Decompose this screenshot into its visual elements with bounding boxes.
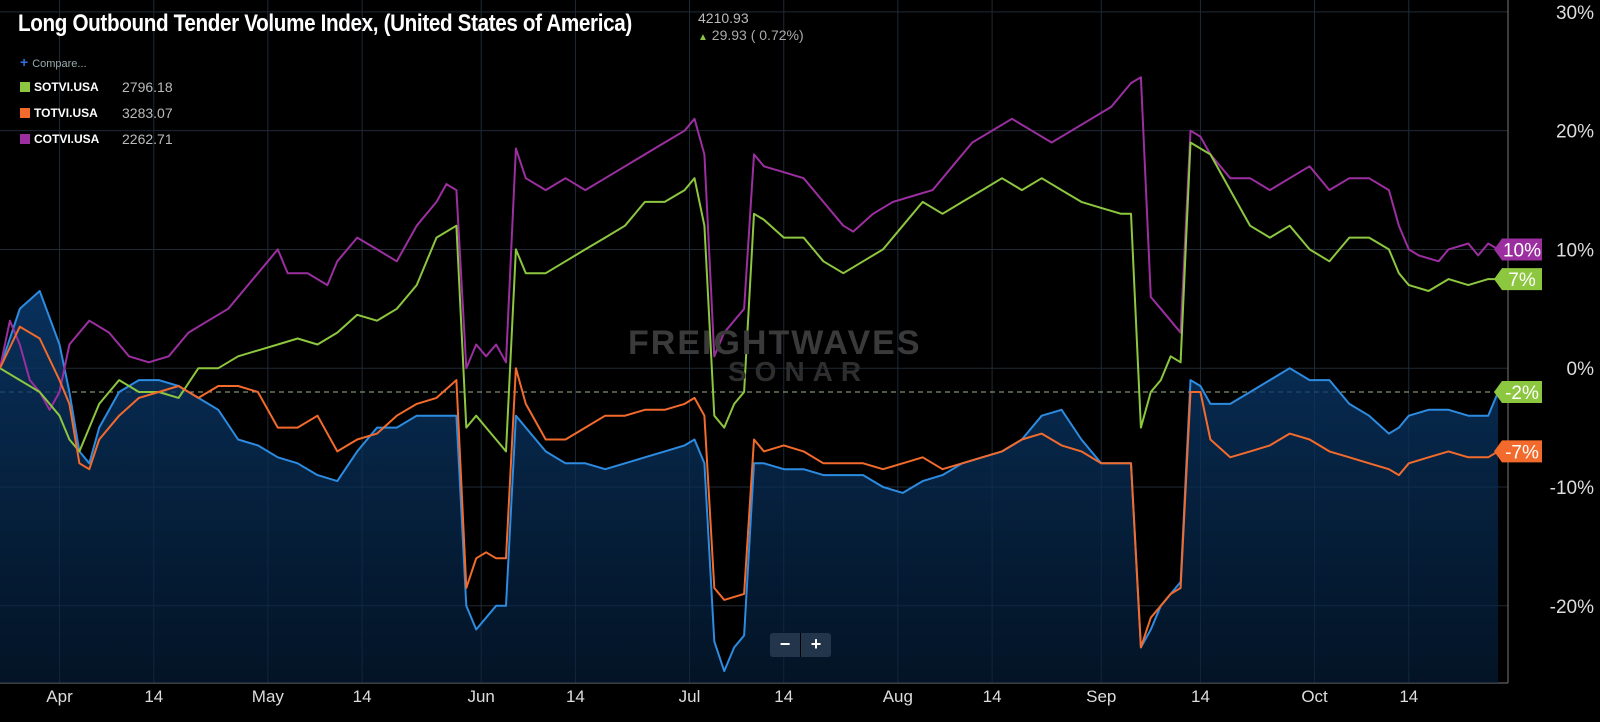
- legend-item-cotvi[interactable]: COTVI.USA 2262.71: [20, 126, 173, 152]
- end-badges: 10% 7% -2% -7%: [1494, 238, 1542, 463]
- y-tick-label: 30%: [1556, 3, 1594, 24]
- legend-name: SOTVI.USA: [34, 80, 99, 94]
- end-badge: [1494, 380, 1542, 403]
- legend: + Compare... SOTVI.USA 2796.18 TOTVI.USA …: [20, 54, 173, 152]
- zoom-in-button[interactable]: +: [800, 633, 831, 657]
- series-lines: [0, 76, 1500, 673]
- chart-title: Long Outbound Tender Volume Index, (Unit…: [18, 10, 632, 37]
- y-tick-label: -10%: [1550, 478, 1594, 499]
- end-badge-label: -7%: [1505, 442, 1539, 463]
- legend-value: 3283.07: [122, 105, 173, 121]
- end-badge-label: -2%: [1505, 383, 1539, 404]
- price-change: 29.93 ( 0.72%): [711, 27, 804, 43]
- series-line: [0, 290, 1500, 673]
- y-tick-label: -20%: [1550, 597, 1594, 618]
- x-tick-label: May: [252, 687, 285, 706]
- x-tick-label: Sep: [1086, 687, 1116, 706]
- x-tick-label: Apr: [46, 687, 73, 706]
- end-badge-label: 10%: [1503, 240, 1541, 261]
- compare-label: Compare...: [32, 58, 87, 70]
- legend-swatch: [20, 134, 30, 144]
- x-tick-label: 14: [1399, 687, 1418, 706]
- zoom-controls: − +: [770, 633, 831, 657]
- legend-value: 2796.18: [122, 79, 173, 95]
- legend-swatch: [20, 108, 30, 118]
- x-tick-label: 14: [353, 687, 372, 706]
- x-tick-label: Oct: [1301, 687, 1328, 706]
- x-tick-label: 14: [144, 687, 163, 706]
- compare-button[interactable]: + Compare...: [20, 54, 173, 70]
- x-tick-label: Aug: [883, 687, 913, 706]
- x-tick-label: Jul: [679, 687, 701, 706]
- y-tick-label: 0%: [1567, 359, 1595, 380]
- x-tick-label: 14: [983, 687, 1002, 706]
- x-tick-label: 14: [566, 687, 585, 706]
- legend-value: 2262.71: [122, 131, 173, 147]
- legend-item-totvi[interactable]: TOTVI.USA 3283.07: [20, 100, 173, 126]
- y-axis-ticks: 30% 20% 10% 0% -10% -20%: [1550, 3, 1594, 618]
- end-badge: [1494, 440, 1542, 463]
- legend-swatch: [20, 82, 30, 92]
- price-quote: 4210.93 ▲ 29.93 ( 0.72%): [698, 10, 804, 46]
- watermark-logo: FREIGHTWAVES: [628, 324, 922, 362]
- x-tick-label: 14: [1191, 687, 1210, 706]
- x-axis-ticks: Apr 14 May 14 Jun 14 Jul 14 Aug 14 Sep 14 Oct 14: [46, 687, 1418, 706]
- x-tick-label: 14: [774, 687, 793, 706]
- up-arrow-icon: ▲: [698, 32, 708, 43]
- end-badge: [1494, 238, 1542, 261]
- series-line-totvi.usa: [0, 325, 1499, 649]
- series-line-sotvi.usa: [0, 141, 1499, 453]
- series-line-cotvi.usa: [0, 76, 1499, 411]
- end-badge-label: 7%: [1508, 270, 1536, 291]
- x-tick-label: Jun: [467, 687, 494, 706]
- legend-name: COTVI.USA: [34, 132, 100, 146]
- legend-item-sotvi[interactable]: SOTVI.USA 2796.18: [20, 74, 173, 100]
- y-tick-label: 20%: [1556, 122, 1594, 143]
- legend-name: TOTVI.USA: [34, 106, 98, 120]
- series-area-fill: [0, 291, 1499, 683]
- price-value: 4210.93: [698, 10, 749, 26]
- end-badge: [1494, 268, 1542, 291]
- plus-icon: +: [20, 54, 29, 70]
- y-tick-label: 10%: [1556, 240, 1594, 261]
- zoom-out-button[interactable]: −: [779, 634, 791, 654]
- watermark-sonar: SONAR: [728, 356, 870, 387]
- area-fill: [0, 291, 1499, 683]
